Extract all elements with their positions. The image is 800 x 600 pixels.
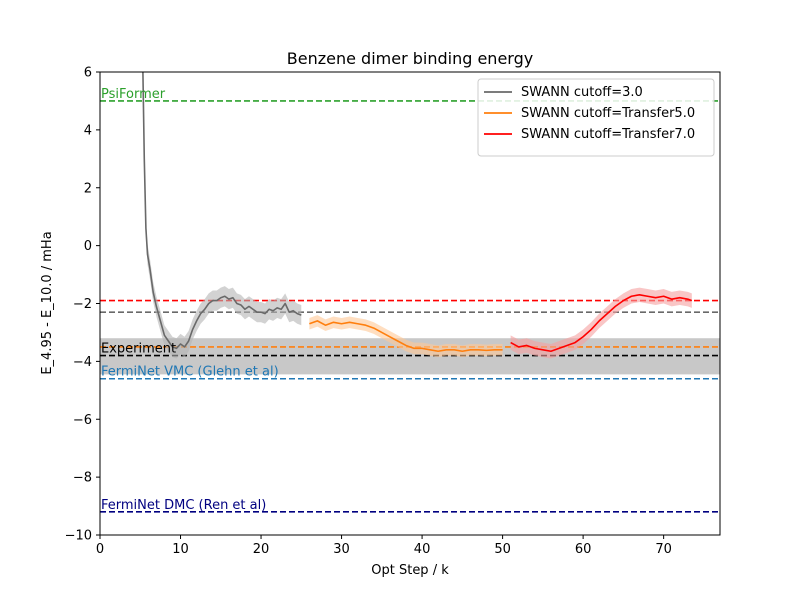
x-tick-label: 60 [575,542,592,557]
series-line-swann-cutoff-transfer7-0 [510,294,693,353]
reference-labels: PsiFormer Experiment FermiNet VMC (Glehn e… [101,87,279,513]
y-tick-label: −2 [73,297,92,312]
reference-label-experiment: Experiment [101,342,176,357]
series-band-swann-cutoff-transfer5-0 [309,315,503,358]
legend: SWANN cutoff=3.0 SWANN cutoff=Transfer5.0… [477,78,715,157]
series-line-swann-cutoff-3-0 [142,72,302,350]
y-tick-label: 4 [84,123,92,138]
legend-entry-swann-cutoff-transfer7-0: SWANN cutoff=Transfer7.0 [521,127,695,142]
series-band-swann-cutoff-3-0 [142,72,302,359]
y-tick-label: −8 [73,471,92,486]
legend-entry-swann-cutoff-3-0: SWANN cutoff=3.0 [521,85,643,100]
chart-title: Benzene dimer binding energy [287,49,533,68]
y-tick-label: −6 [73,413,92,428]
x-tick-label: 50 [494,542,511,557]
y-tick-label: 0 [84,239,92,254]
legend-box [477,78,715,157]
legend-entry-swann-cutoff-transfer5-0: SWANN cutoff=Transfer5.0 [521,106,695,121]
x-tick-label: 30 [333,542,350,557]
x-tick-label: 20 [253,542,270,557]
x-tick-label: 70 [655,542,672,557]
reference-label-ferminet-dmc-ren-et-al: FermiNet DMC (Ren et al) [101,498,266,513]
y-tick-label: 6 [84,66,92,81]
y-tick-label: −10 [65,529,92,544]
y-axis-ticks: −10 −8 −6 −4 −2 0 2 4 6 [65,66,100,544]
series-lines [142,72,693,359]
x-axis-label: Opt Step / k [371,563,449,578]
y-tick-label: −4 [73,355,92,370]
x-tick-label: 40 [414,542,431,557]
series-band-swann-cutoff-transfer7-0 [510,287,692,359]
series-line-swann-cutoff-transfer5-0 [309,320,503,353]
x-axis-ticks: 0 10 20 30 40 50 60 70 [96,535,672,557]
reference-lines [100,100,720,513]
y-tick-label: 2 [84,181,92,196]
reference-label-ferminet-vmc-glehn-et-al: FermiNet VMC (Glehn et al) [101,365,279,380]
reference-label-psiformer: PsiFormer [101,87,166,102]
y-axis-label: E_4.95 - E_10.0 / mHa [40,231,55,374]
x-tick-label: 10 [172,542,189,557]
x-tick-label: 0 [96,542,104,557]
